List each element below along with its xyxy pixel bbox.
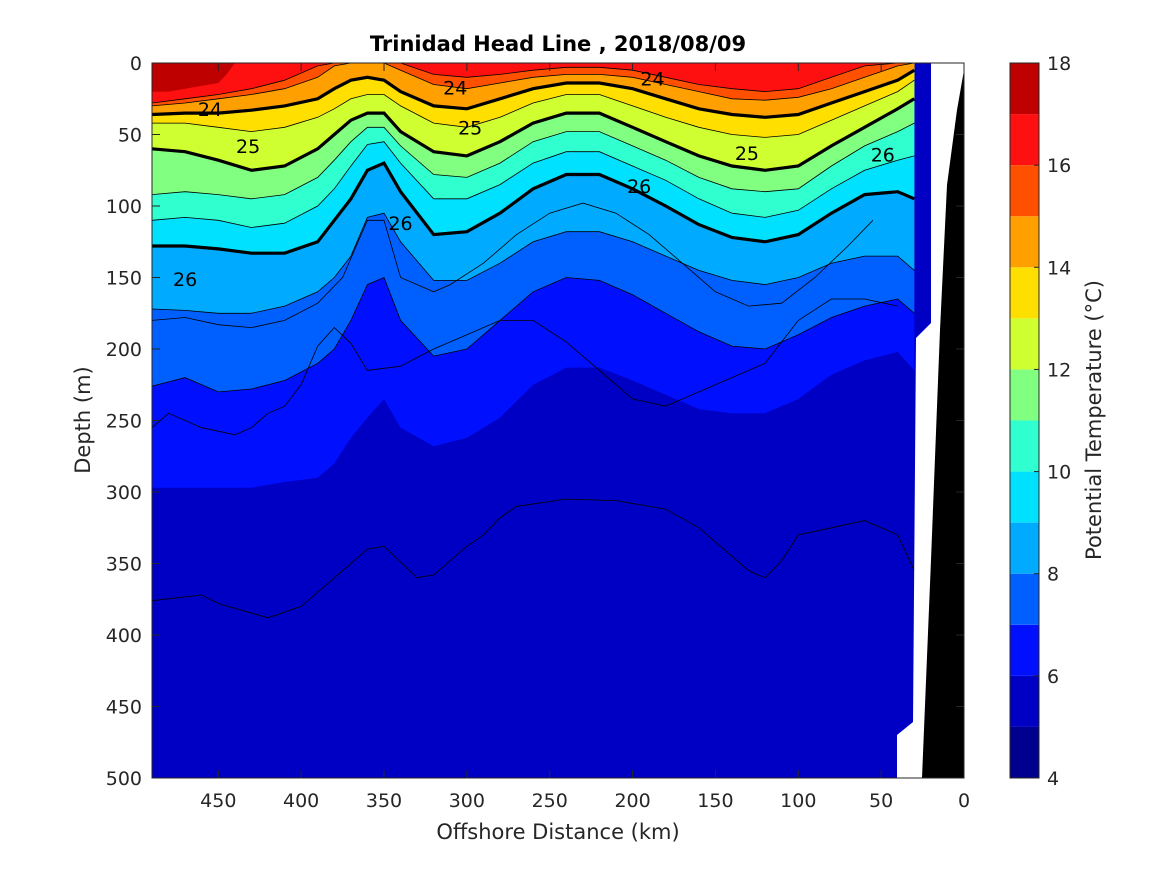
x-tick-label: 250: [532, 790, 568, 812]
colorbar-band: [1010, 420, 1039, 472]
contour-label: 25: [458, 117, 482, 139]
x-tick-label: 200: [614, 790, 650, 812]
contour-label: 26: [627, 176, 651, 198]
density-contour-24: [152, 68, 916, 119]
chart-title: Trinidad Head Line , 2018/08/09: [370, 32, 746, 56]
colorbar-band: [1010, 726, 1039, 778]
continental-slope: [922, 70, 964, 778]
colorbar-frame: [1009, 62, 1040, 779]
colorbar-band: [1010, 369, 1039, 421]
isotherm-line: [152, 141, 915, 228]
isotherm-line: [152, 63, 915, 107]
colorbar: [1009, 62, 1040, 779]
y-tick-label: 150: [106, 268, 142, 290]
colorbar-tick-label: 16: [1047, 155, 1071, 177]
contour-label: 24: [198, 99, 222, 121]
plot-area: 24 24 24 25 25 25 26 26 26 26: [152, 63, 964, 778]
x-tick-label: 300: [449, 790, 485, 812]
y-tick-label: 350: [106, 554, 142, 576]
contour-label: 25: [236, 136, 260, 158]
x-axis-label: Offshore Distance (km): [436, 820, 679, 844]
colorbar-tick-label: 4: [1047, 768, 1059, 790]
density-contours: [152, 68, 916, 255]
contour-label: 24: [640, 69, 664, 91]
isotherm-line: [152, 298, 898, 436]
contour-label: 26: [388, 213, 412, 235]
colorbar-band: [1010, 471, 1039, 523]
colorbar-tick-label: 18: [1047, 53, 1071, 75]
x-tick-label: 350: [366, 790, 402, 812]
colorbar-label: Potential Temperature (°C): [1082, 280, 1106, 560]
colorbar-tick-label: 8: [1047, 564, 1059, 586]
contour-label: 26: [871, 145, 895, 167]
contour-label: 25: [735, 143, 759, 165]
colorbar-band: [1010, 216, 1039, 268]
y-axis-ticks: 0 50 100 150 200 250 300 350 400 450 500: [106, 53, 964, 790]
y-tick-label: 100: [106, 196, 142, 218]
y-tick-label: 400: [106, 625, 142, 647]
isotherm-line: [152, 63, 915, 104]
x-tick-label: 400: [283, 790, 319, 812]
colorbar-band: [1010, 624, 1039, 676]
isotherm-line: [152, 202, 874, 329]
x-tick-label: 150: [697, 790, 733, 812]
y-tick-label: 500: [106, 768, 142, 790]
x-tick-label: 100: [780, 790, 816, 812]
contour-label: 24: [443, 77, 467, 99]
colorbar-band: [1010, 114, 1039, 166]
temperature-band-17: [152, 63, 235, 92]
isotherm-line: [152, 498, 915, 619]
density-contour-26: [152, 161, 915, 255]
colorbar-band: [1010, 573, 1039, 625]
isotherm-line: [152, 212, 915, 314]
contour-labels: 24 24 24 25 25 25 26 26 26 26: [173, 69, 895, 291]
x-tick-label: 450: [200, 790, 236, 812]
colorbar-band: [1010, 63, 1039, 115]
isotherm-line: [152, 79, 915, 138]
colorbar-band: [1010, 675, 1039, 727]
colorbar-tick-label: 6: [1047, 666, 1059, 688]
colorbar-ticks: 4 6 8 10 12 14 16 18: [1034, 53, 1071, 790]
y-tick-label: 200: [106, 339, 142, 361]
y-tick-label: 300: [106, 482, 142, 504]
y-tick-label: 0: [130, 53, 142, 75]
x-tick-label: 50: [869, 790, 893, 812]
y-tick-label: 50: [118, 125, 142, 147]
shelf-mask: [897, 63, 964, 778]
x-axis-ticks: 450 400 350 300 250 200 150 100 50 0: [200, 63, 970, 812]
colorbar-tick-label: 12: [1047, 359, 1071, 381]
colorbar-band: [1010, 522, 1039, 574]
colorbar-tick-label: 14: [1047, 257, 1071, 279]
y-axis-label: Depth (m): [71, 366, 95, 473]
x-tick-label: 0: [958, 790, 970, 812]
y-tick-label: 250: [106, 411, 142, 433]
colorbar-tick-label: 10: [1047, 462, 1071, 484]
contour-label: 26: [173, 269, 197, 291]
density-contour-25: [152, 97, 916, 172]
temperature-band-16: [152, 63, 915, 103]
colorbar-band: [1010, 267, 1039, 319]
colorbar-band: [1010, 318, 1039, 370]
isotherm-line: [152, 122, 915, 200]
y-tick-label: 450: [106, 697, 142, 719]
colorbar-band: [1010, 165, 1039, 217]
